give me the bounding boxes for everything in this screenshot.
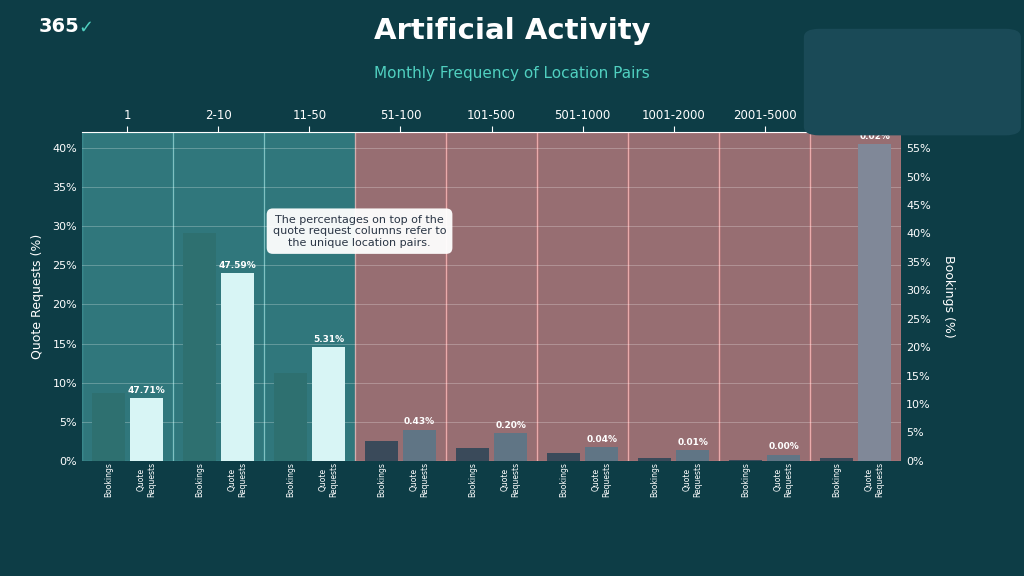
Text: The percentages on top of the
quote request columns refer to
the unique location: The percentages on top of the quote requ… [272, 215, 446, 248]
Bar [82, 132, 173, 461]
Bar [537, 132, 628, 461]
Text: 0.02%: 0.02% [859, 132, 890, 141]
Bar [130, 398, 163, 461]
Bar [820, 458, 853, 461]
Text: 5.31%: 5.31% [313, 335, 344, 344]
Legend: Bookings, Quote Requests: Bookings, Quote Requests [860, 38, 997, 81]
Bar [173, 132, 264, 461]
Text: 0.01%: 0.01% [677, 438, 709, 447]
Bar [92, 393, 125, 461]
Text: ✓: ✓ [78, 18, 93, 36]
Text: 365: 365 [39, 17, 80, 36]
Y-axis label: Quote Requests (%): Quote Requests (%) [31, 234, 44, 359]
Text: 0.43%: 0.43% [404, 418, 435, 426]
Bar [858, 144, 891, 461]
Bar [586, 447, 618, 461]
Bar [767, 454, 800, 461]
Bar [638, 458, 671, 461]
Bar [355, 132, 446, 461]
Bar [312, 347, 345, 461]
Text: 0.04%: 0.04% [586, 435, 617, 444]
Bar [365, 441, 397, 461]
Bar [274, 373, 307, 461]
Bar [183, 233, 216, 461]
Bar [547, 453, 580, 461]
Bar [456, 448, 488, 461]
Bar [264, 132, 355, 461]
Bar [221, 273, 254, 461]
Bar [446, 132, 537, 461]
Text: 47.59%: 47.59% [219, 261, 256, 270]
Text: Artificial Activity: Artificial Activity [374, 17, 650, 46]
Bar [403, 430, 436, 461]
Bar [729, 460, 762, 461]
Bar [719, 132, 810, 461]
Text: Monthly Frequency of Location Pairs: Monthly Frequency of Location Pairs [374, 66, 650, 81]
Y-axis label: Bookings (%): Bookings (%) [942, 255, 954, 338]
Text: 47.71%: 47.71% [128, 386, 166, 395]
Bar [676, 450, 709, 461]
Bar [810, 132, 901, 461]
Text: 0.20%: 0.20% [496, 421, 526, 430]
Bar [495, 434, 527, 461]
Text: 0.00%: 0.00% [768, 442, 799, 452]
Bar [628, 132, 719, 461]
